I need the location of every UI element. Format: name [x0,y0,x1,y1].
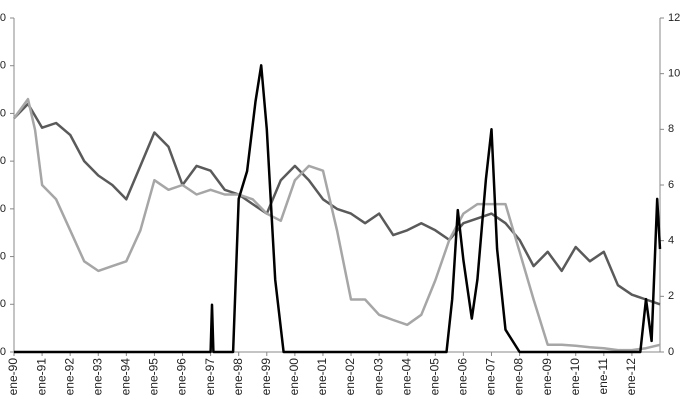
series-line [13,102,661,306]
x-tick-label: ene-96 [175,358,189,396]
x-tick-label: ene-02 [343,358,357,396]
x-tick-label: ene-06 [456,358,470,396]
y2-tick-label: 10 [668,68,680,80]
x-tick-label: ene-07 [484,358,498,396]
x-tick-label: ene-11 [596,358,610,395]
series-line [12,97,661,352]
x-tick-label: ene-98 [231,358,245,396]
x-tick-label: ene-93 [90,358,104,396]
x-tick-label: ene-94 [119,358,133,396]
x-tick-label: ene-05 [427,358,441,396]
x-tick-label: ene-04 [399,358,413,396]
y-tick-label: 10 [0,298,6,310]
x-tick-label: ene-08 [512,358,526,396]
x-tick-label: ene-90 [6,358,20,396]
x-tick-label: ene-91 [34,358,48,396]
y-tick-label: 40 [0,155,6,167]
x-tick-label: ene-12 [624,358,638,396]
y2-tick-label: 6 [668,179,674,191]
x-tick-label: ene-95 [147,358,161,396]
y-tick-label: 0 [0,346,6,358]
x-tick-label: ene-10 [568,358,582,396]
y-tick-label: 60 [0,60,6,72]
y2-tick-label: 12 [668,12,680,24]
x-tick-label: ene-00 [287,358,301,396]
y2-tick-label: 2 [668,290,674,302]
y-tick-label: 70 [0,12,6,24]
x-tick-label: ene-97 [203,358,217,396]
y-tick-label: 50 [0,107,6,119]
y2-tick-label: 0 [668,346,674,358]
x-tick-label: ene-03 [371,358,385,396]
y-tick-label: 30 [0,203,6,215]
series-line [14,64,662,354]
x-tick-label: ene-09 [540,358,554,396]
x-tick-label: ene-01 [315,358,329,396]
y2-tick-label: 4 [668,235,674,247]
y2-tick-label: 8 [668,123,674,135]
y-tick-label: 20 [0,250,6,262]
x-tick-label: ene-92 [62,358,76,396]
x-tick-label: ene-99 [259,358,273,396]
